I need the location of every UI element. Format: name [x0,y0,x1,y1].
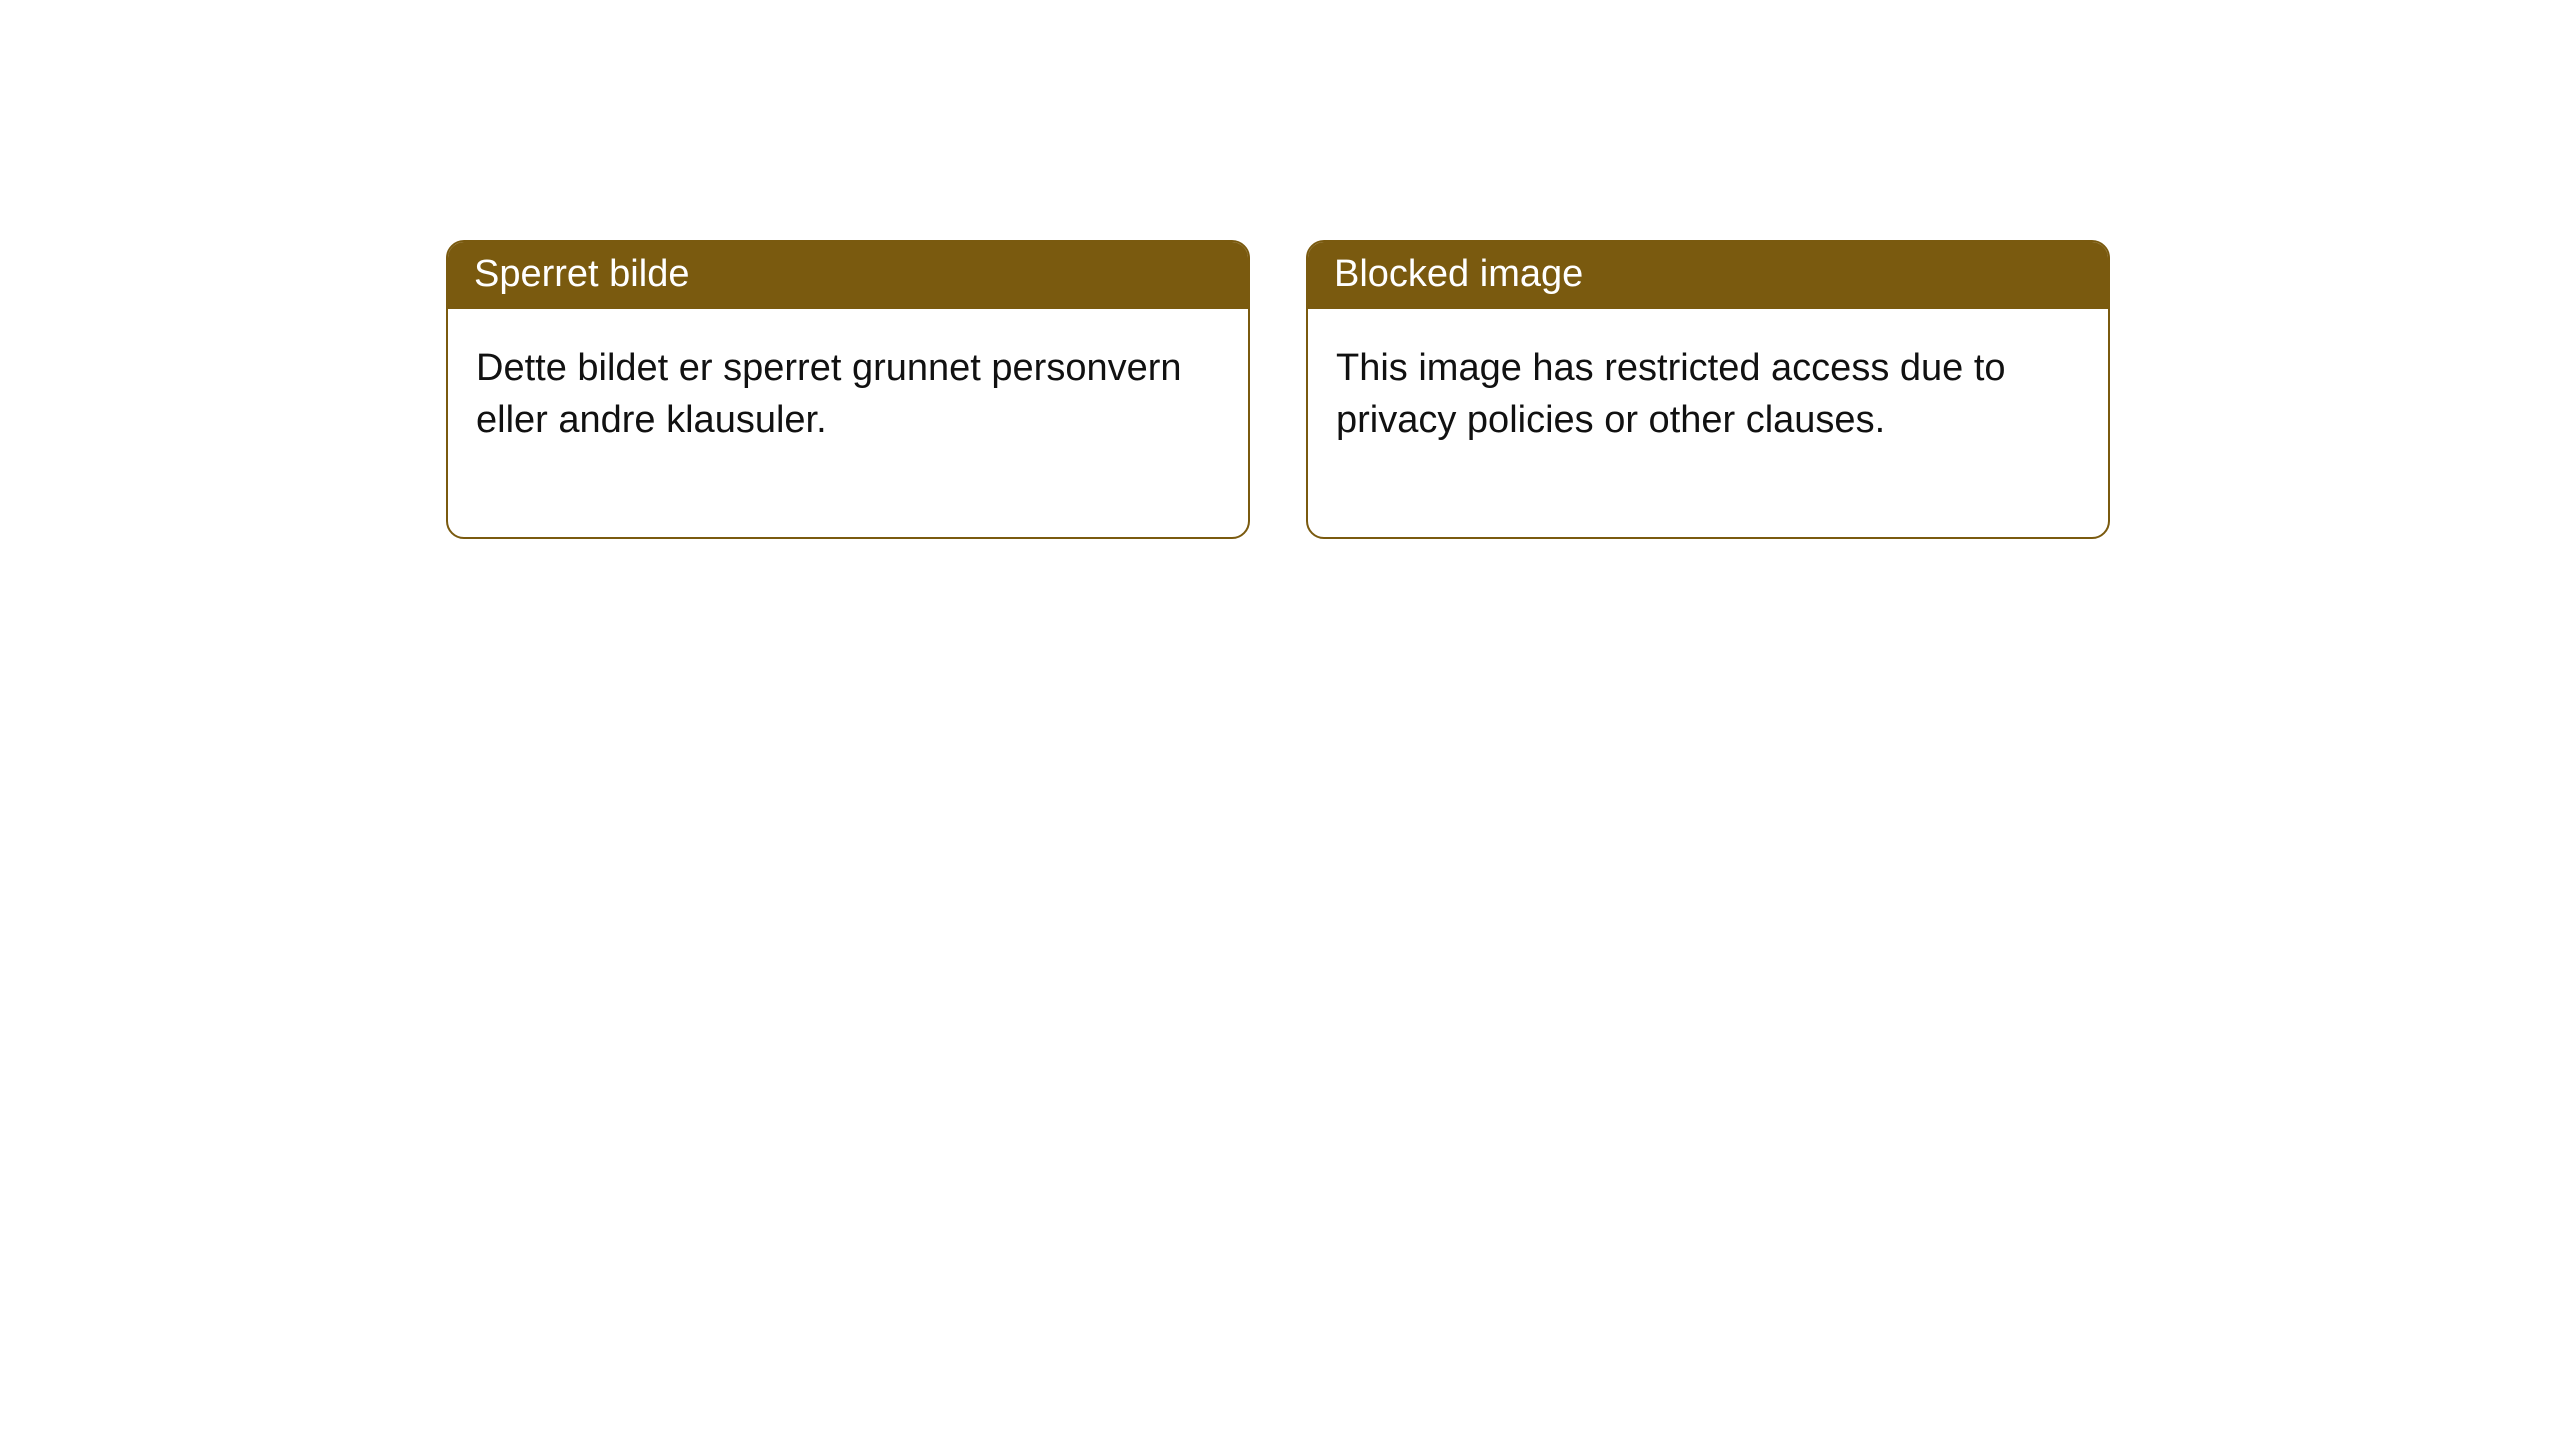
notice-cards-row: Sperret bilde Dette bildet er sperret gr… [0,0,2560,539]
blocked-image-card-en: Blocked image This image has restricted … [1306,240,2110,539]
card-body-en: This image has restricted access due to … [1308,309,2108,536]
card-header-en: Blocked image [1308,242,2108,309]
card-body-no: Dette bildet er sperret grunnet personve… [448,309,1248,536]
card-header-no: Sperret bilde [448,242,1248,309]
blocked-image-card-no: Sperret bilde Dette bildet er sperret gr… [446,240,1250,539]
